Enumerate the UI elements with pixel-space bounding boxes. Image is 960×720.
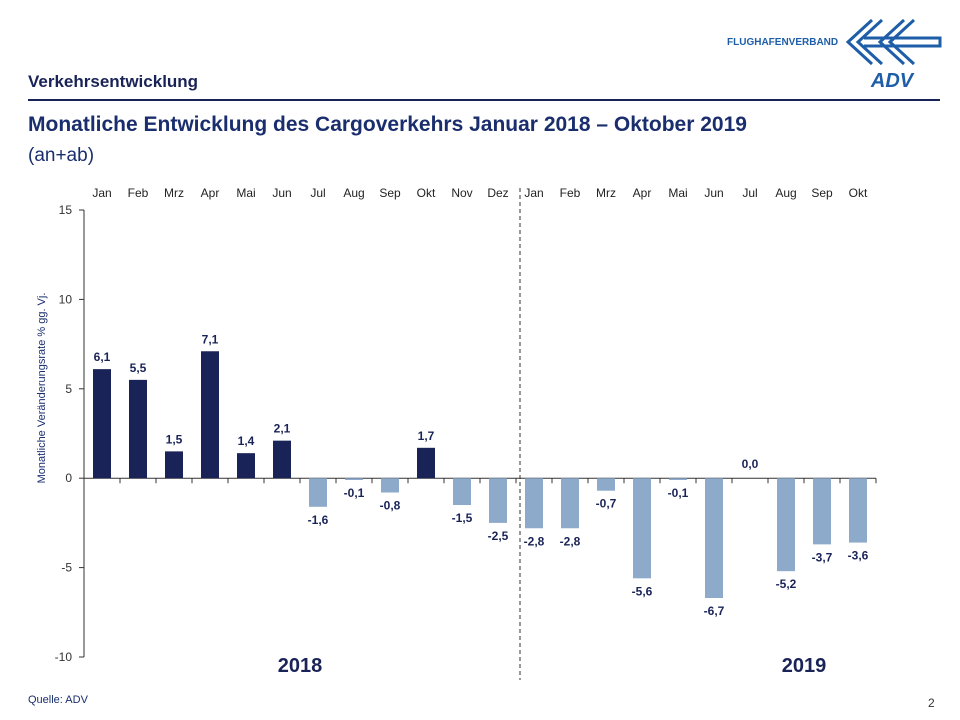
month-label: Jun (704, 186, 723, 200)
month-label: Apr (633, 186, 652, 200)
bar (669, 478, 687, 480)
bar (597, 478, 615, 491)
bar (453, 478, 471, 506)
month-label: Feb (560, 186, 581, 200)
header-divider (28, 99, 940, 101)
data-label: -1,5 (452, 511, 473, 525)
year-label: 2019 (782, 655, 827, 677)
month-label: Sep (811, 186, 833, 200)
bar (561, 478, 579, 529)
data-label: 5,5 (130, 361, 147, 375)
svg-text:ADV: ADV (870, 70, 915, 90)
section-title: Verkehrsentwicklung (28, 72, 199, 91)
bar (381, 478, 399, 493)
y-tick-label: 15 (59, 203, 73, 217)
bar (201, 351, 219, 479)
data-label: -2,8 (524, 534, 545, 548)
month-label: Jan (92, 186, 111, 200)
month-label: Nov (451, 186, 472, 200)
data-label: 6,1 (94, 350, 111, 364)
data-label: 0,0 (742, 457, 759, 471)
data-label: 2,1 (274, 422, 291, 436)
data-label: 1,5 (166, 432, 183, 446)
y-axis-label: Monatliche Veränderungsrate % gg. Vj. (36, 293, 48, 484)
year-label: 2018 (278, 655, 323, 677)
month-label: Mai (236, 186, 255, 200)
bar (705, 478, 723, 598)
month-label: Feb (128, 186, 149, 200)
month-label: Sep (379, 186, 401, 200)
data-label: -6,7 (704, 604, 725, 618)
data-label: -5,2 (776, 577, 797, 591)
month-label: Okt (849, 186, 868, 200)
data-label: 1,4 (238, 434, 255, 448)
source-note: Quelle: ADV (28, 694, 88, 706)
page-number: 2 (928, 696, 935, 710)
month-label: Mrz (596, 186, 616, 200)
month-label: Jul (742, 186, 757, 200)
bar (525, 478, 543, 529)
bar (417, 447, 435, 479)
bar (633, 478, 651, 579)
bar (309, 478, 327, 507)
month-label: Mrz (164, 186, 184, 200)
month-label: Okt (417, 186, 436, 200)
month-label: Apr (201, 186, 220, 200)
bar (165, 451, 183, 479)
page-title: Monatliche Entwicklung des Cargoverkehrs… (28, 113, 747, 136)
data-label: -0,7 (596, 497, 617, 511)
bar (345, 478, 363, 480)
data-label: 1,7 (418, 429, 435, 443)
bar (93, 369, 111, 479)
month-label: Aug (775, 186, 796, 200)
month-label: Aug (343, 186, 364, 200)
data-label: -1,6 (308, 513, 329, 527)
data-label: -2,8 (560, 534, 581, 548)
month-label: Jul (310, 186, 325, 200)
data-label: -2,5 (488, 529, 509, 543)
page-subtitle: (an+ab) (28, 145, 95, 166)
bar (489, 478, 507, 523)
data-label: -3,6 (848, 549, 869, 563)
data-label: -3,7 (812, 550, 833, 564)
y-tick-label: -10 (55, 650, 73, 664)
bar (777, 478, 795, 572)
brand-text: FLUGHAFENVERBAND (727, 37, 839, 48)
bar (849, 478, 867, 543)
bar (129, 379, 147, 479)
data-label: 7,1 (202, 332, 219, 346)
y-tick-label: 0 (65, 471, 72, 485)
data-label: -0,1 (668, 486, 689, 500)
bar (273, 440, 291, 479)
month-label: Jun (272, 186, 291, 200)
data-label: -5,6 (632, 584, 653, 598)
month-label: Dez (487, 186, 508, 200)
y-tick-label: 10 (59, 292, 73, 306)
month-label: Jan (524, 186, 543, 200)
y-tick-label: 5 (65, 382, 72, 396)
bar (237, 453, 255, 479)
bar (813, 478, 831, 545)
data-label: -0,1 (344, 486, 365, 500)
month-label: Mai (668, 186, 687, 200)
data-label: -0,8 (380, 499, 401, 513)
adv-logo: ADV (845, 18, 942, 90)
y-tick-label: -5 (61, 561, 72, 575)
